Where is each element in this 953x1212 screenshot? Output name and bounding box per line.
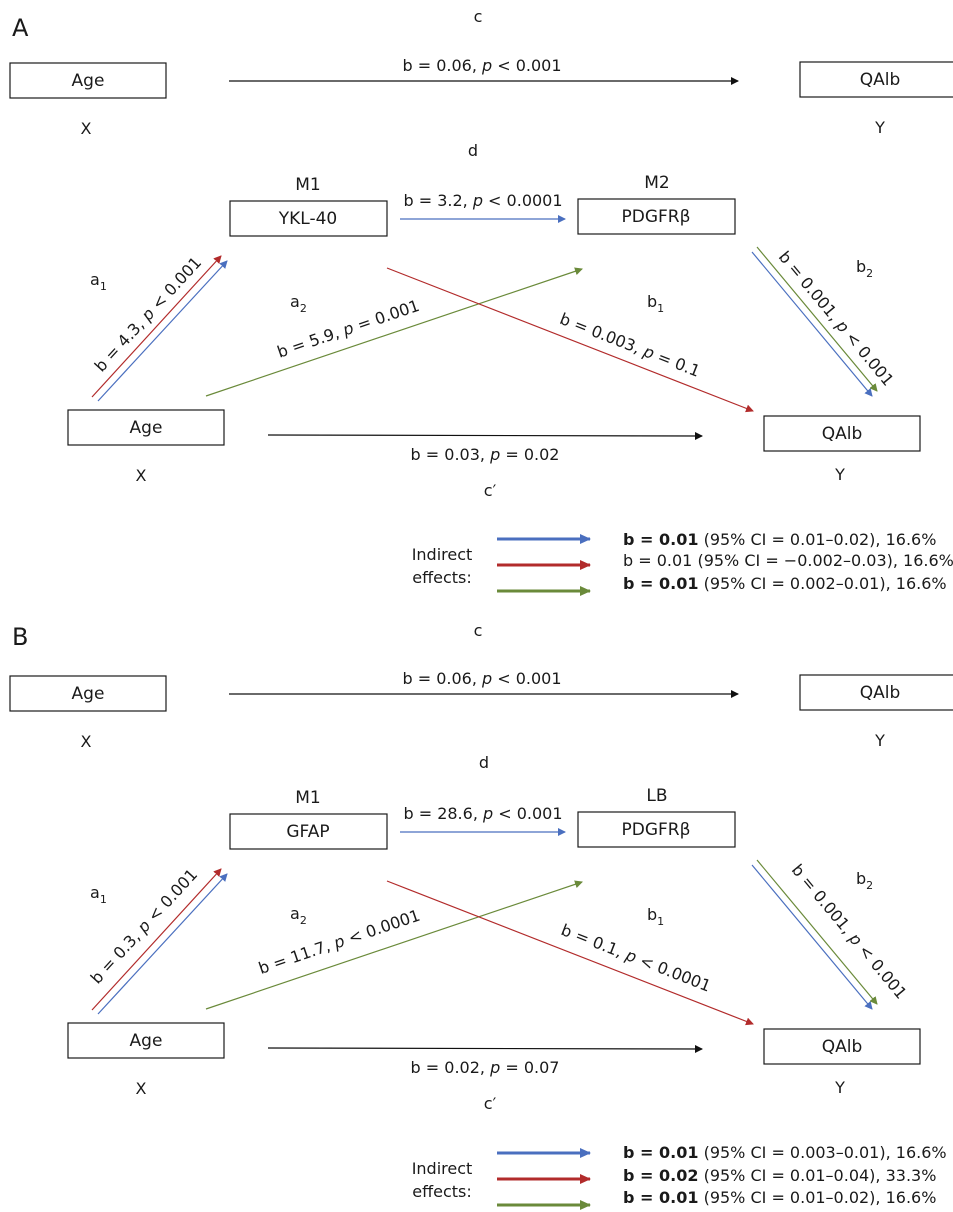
m1-box-label: YKL-40 <box>278 209 337 229</box>
a1-arrow-red <box>91 255 222 398</box>
m2-title: M2 <box>644 173 669 193</box>
m1-box <box>229 200 388 237</box>
y-box <box>763 415 921 452</box>
b1-label: b1 <box>647 905 664 928</box>
c-path-coef: b = 0.06, p < 0.001 <box>402 56 561 75</box>
c-prime-arrow <box>267 431 703 440</box>
a2-label: a2 <box>290 904 307 927</box>
m1-title: M1 <box>295 175 320 195</box>
total-y-box-label: QAlb <box>860 70 901 90</box>
indirect-label-line2: effects: <box>412 568 472 587</box>
c-prime-label: c′ <box>484 481 497 500</box>
b2-coef: b = 0.001, p < 0.001 <box>775 247 898 389</box>
m1-box-label: GFAP <box>286 822 329 842</box>
m1-title: M1 <box>295 788 320 808</box>
panel-label: B <box>12 623 28 651</box>
b1-arrow <box>386 880 754 1026</box>
x-label: X <box>136 466 147 485</box>
total-x-box <box>9 675 167 712</box>
b2-label: b2 <box>856 257 873 280</box>
b1-arrow <box>386 267 754 413</box>
a1-label: a1 <box>90 883 107 906</box>
x-box-label: Age <box>130 418 163 438</box>
m2-box <box>577 198 736 235</box>
x-box-label: Age <box>130 1031 163 1051</box>
indirect-effect-red: b = 0.02 (95% CI = 0.01–0.04), 33.3% <box>623 1166 936 1185</box>
a2-coef: b = 11.7, p < 0.0001 <box>256 906 422 978</box>
total-x-label: X <box>81 732 92 751</box>
panel-label: A <box>12 14 29 42</box>
indirect-label-line1: Indirect <box>412 1159 473 1178</box>
total-x-label: X <box>81 119 92 138</box>
m2-box-label: PDGFRβ <box>622 820 691 840</box>
c-prime-coef: b = 0.02, p = 0.07 <box>411 1058 560 1077</box>
indirect-effect-blue: b = 0.01 (95% CI = 0.003–0.01), 16.6% <box>623 1143 947 1162</box>
b2-arrow-blue <box>751 864 873 1010</box>
b2-arrow-green <box>756 859 878 1005</box>
a1-coef: b = 0.3, p < 0.001 <box>87 865 202 988</box>
indirect-label-line2: effects: <box>412 1182 472 1201</box>
b1-label: b1 <box>647 292 664 315</box>
c-prime-coef: b = 0.03, p = 0.02 <box>411 445 560 464</box>
a1-label: a1 <box>90 270 107 293</box>
y-label: Y <box>834 1078 845 1097</box>
m2-box <box>577 811 736 848</box>
d-path-label: d <box>479 753 489 772</box>
y-box-label: QAlb <box>822 424 863 444</box>
total-y-box-label: QAlb <box>860 683 901 703</box>
x-label: X <box>136 1079 147 1098</box>
b2-arrow-green <box>756 246 878 392</box>
x-box <box>67 409 225 446</box>
a2-label: a2 <box>290 292 307 315</box>
x-box <box>67 1022 225 1059</box>
c-path-label: c <box>474 7 483 26</box>
a2-arrow <box>205 880 583 1010</box>
y-box-label: QAlb <box>822 1037 863 1057</box>
a1-arrow-blue <box>97 873 228 1015</box>
d-path-label: d <box>468 141 478 160</box>
y-label: Y <box>834 465 845 484</box>
total-y-label: Y <box>874 118 885 137</box>
b2-arrow-blue <box>751 251 873 397</box>
indirect-label-line1: Indirect <box>412 545 473 564</box>
total-x-box <box>9 62 167 99</box>
indirect-effect-blue: b = 0.01 (95% CI = 0.01–0.02), 16.6% <box>623 530 936 549</box>
a1-arrow-red <box>91 868 222 1011</box>
panel-a: A c Age X QAlb Y b = 0.06, p < 0.001 d M… <box>9 7 953 596</box>
total-y-label: Y <box>874 731 885 750</box>
y-box <box>763 1028 921 1065</box>
indirect-effect-red: b = 0.01 (95% CI = −0.002–0.03), 16.6% <box>623 551 953 570</box>
m2-box-label: PDGFRβ <box>622 207 691 227</box>
total-x-box-label: Age <box>72 71 105 91</box>
m1-box <box>229 813 388 850</box>
b2-label: b2 <box>856 869 873 892</box>
a1-coef: b = 4.3, p < 0.001 <box>91 253 206 376</box>
indirect-effect-green: b = 0.01 (95% CI = 0.01–0.02), 16.6% <box>623 1188 936 1207</box>
a1-arrow-blue <box>97 260 228 402</box>
indirect-effect-green: b = 0.01 (95% CI = 0.002–0.01), 16.6% <box>623 574 947 593</box>
total-y-box <box>799 61 953 98</box>
b1-coef: b = 0.003, p = 0.1 <box>557 309 703 381</box>
c-prime-label: c′ <box>484 1094 497 1113</box>
total-y-box <box>799 674 953 711</box>
c-path-coef: b = 0.06, p < 0.001 <box>402 669 561 688</box>
d-path-coef: b = 3.2, p < 0.0001 <box>403 191 562 210</box>
total-x-box-label: Age <box>72 684 105 704</box>
m2-title: LB <box>646 786 667 806</box>
d-path-coef: b = 28.6, p < 0.001 <box>403 804 562 823</box>
c-path-label: c <box>474 621 483 640</box>
a2-arrow <box>205 267 583 397</box>
b1-coef: b = 0.1, p < 0.0001 <box>558 920 713 995</box>
panel-b: B c Age X QAlb Y b = 0.06, p < 0.001 d M… <box>9 621 953 1210</box>
c-prime-arrow <box>267 1044 703 1053</box>
